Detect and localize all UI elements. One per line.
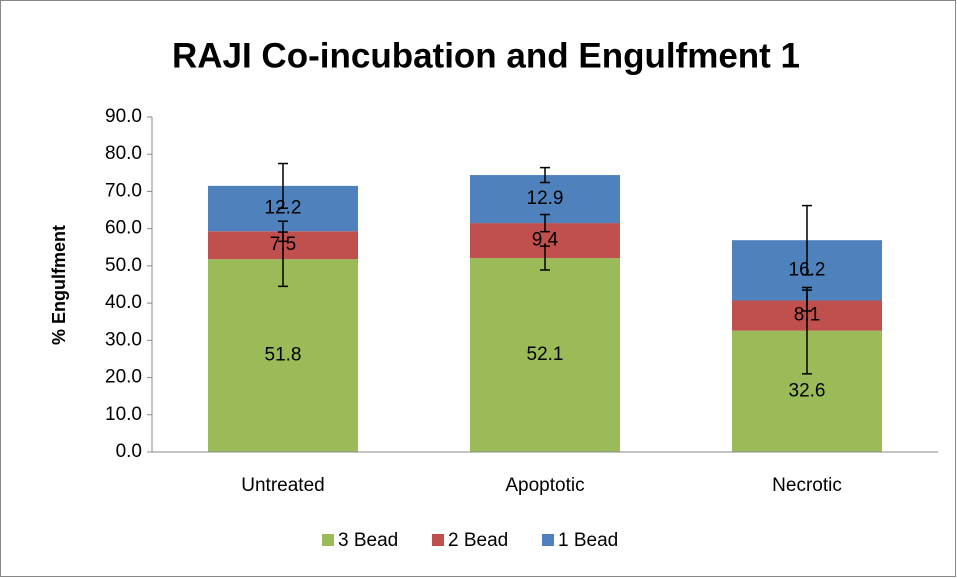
y-tick-label: 10.0 [105,404,142,425]
legend-swatch [322,534,334,546]
error-bar [802,289,812,312]
legend-swatch [542,534,554,546]
data-label: 52.1 [527,344,564,365]
data-label: 9.4 [532,230,559,251]
data-label: 51.8 [265,345,302,366]
x-tick-label: Untreated [241,475,324,496]
error-bar [278,220,288,243]
y-axis-label: % Engulfment [49,225,69,345]
y-tick-label: 40.0 [105,292,142,313]
error-bar [540,166,550,184]
error-bar [278,162,288,209]
y-tick-label: 0.0 [116,441,142,462]
bar-segment [208,259,358,452]
legend-label: 1 Bead [558,530,618,551]
error-bar [540,213,550,233]
y-tick-label: 90.0 [105,106,142,127]
data-label: 12.9 [527,188,564,209]
x-tick-label: Apoptotic [505,475,584,496]
legend-swatch [432,534,444,546]
y-tick-label: 80.0 [105,143,142,164]
bar-segment [470,258,620,452]
chart-title: RAJI Co-incubation and Engulfment 1 [172,36,800,75]
y-tick-label: 30.0 [105,329,142,350]
legend-label: 3 Bead [338,530,398,551]
error-bar [540,245,550,271]
y-tick-label: 50.0 [105,255,142,276]
y-tick-label: 20.0 [105,367,142,388]
data-label: 32.6 [789,380,826,401]
x-tick-label: Necrotic [772,475,842,496]
y-tick-label: 70.0 [105,180,142,201]
y-tick-label: 60.0 [105,218,142,239]
error-bar [802,204,812,276]
legend-label: 2 Bead [448,530,508,551]
